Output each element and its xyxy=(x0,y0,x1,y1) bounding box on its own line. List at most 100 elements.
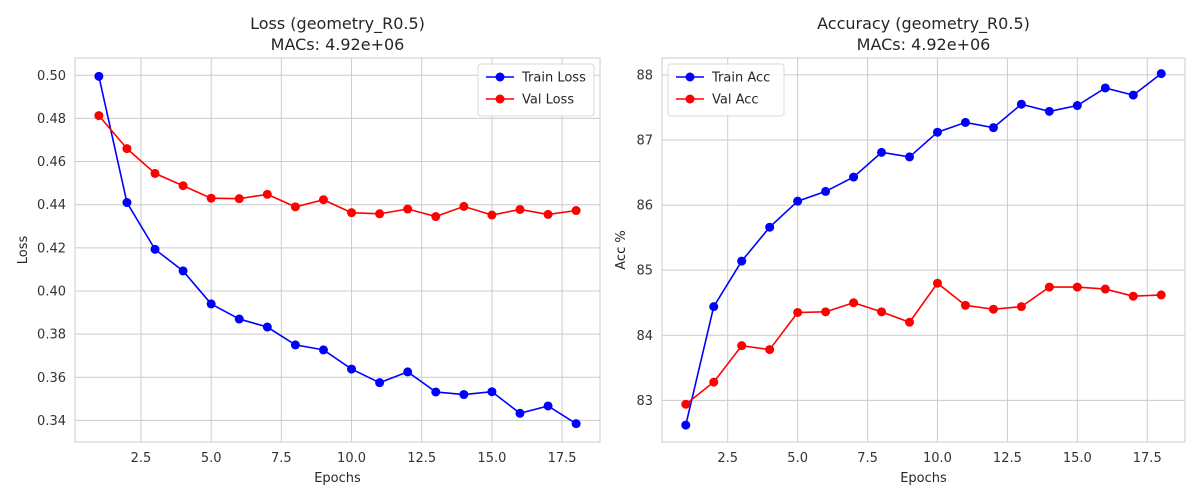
legend-swatch-marker xyxy=(495,94,505,104)
data-point xyxy=(960,300,970,310)
y-axis-label: Acc % xyxy=(614,230,629,269)
chart-title: Accuracy (geometry_R0.5) xyxy=(817,14,1030,34)
legend-label: Train Loss xyxy=(521,71,586,86)
data-point xyxy=(709,302,719,312)
x-axis-label: Epochs xyxy=(314,471,361,486)
series-line xyxy=(98,115,577,218)
data-point xyxy=(1072,282,1082,292)
data-point xyxy=(932,278,942,288)
data-point xyxy=(849,298,859,308)
data-point xyxy=(681,399,691,409)
data-point xyxy=(905,152,915,162)
data-point xyxy=(487,210,497,220)
data-point xyxy=(793,307,803,317)
data-point xyxy=(821,307,831,317)
data-point xyxy=(1128,90,1138,100)
data-point xyxy=(375,378,385,388)
y-tick-label: 0.44 xyxy=(37,198,66,213)
legend-item: Train Loss xyxy=(486,71,586,86)
legend-label: Train Acc xyxy=(711,71,770,86)
data-point xyxy=(1072,101,1082,111)
series-line xyxy=(684,72,1162,426)
data-point xyxy=(403,367,413,377)
chart-subtitle: MACs: 4.92e+06 xyxy=(857,35,991,54)
data-point xyxy=(375,209,385,219)
data-point xyxy=(1044,106,1054,116)
y-tick-label: 0.36 xyxy=(37,371,66,386)
legend-swatch-marker xyxy=(495,72,505,82)
y-tick-label: 0.50 xyxy=(37,69,66,84)
x-tick-label: 10.0 xyxy=(337,451,366,466)
x-axis-label: Epochs xyxy=(900,471,947,486)
data-point xyxy=(932,127,942,137)
chart-panel-0: 2.5 5.0 7.5 10.0 12.5 15.0 17.5 0.34 0.36 0.38 0.4… xyxy=(16,14,601,486)
data-point xyxy=(150,168,160,178)
series-0 xyxy=(681,69,1166,430)
x-tick-label: 12.5 xyxy=(993,451,1022,466)
data-point xyxy=(988,304,998,314)
data-point xyxy=(1016,302,1026,312)
x-tick-label: 12.5 xyxy=(407,451,436,466)
x-tick-label: 2.5 xyxy=(131,451,152,466)
chart-subtitle: MACs: 4.92e+06 xyxy=(271,35,405,54)
legend-item: Val Acc xyxy=(676,93,759,108)
series-0 xyxy=(94,71,581,429)
data-point xyxy=(94,111,104,121)
data-point xyxy=(765,345,775,355)
data-point xyxy=(150,244,160,254)
data-point xyxy=(290,202,300,212)
data-point xyxy=(737,256,747,266)
series-1 xyxy=(94,111,581,222)
legend-swatch-marker xyxy=(685,72,695,82)
plot-area xyxy=(662,58,1185,442)
data-point xyxy=(122,144,132,154)
data-point xyxy=(178,266,188,276)
legend-swatch-marker xyxy=(685,94,695,104)
chart-panel-1: 2.5 5.0 7.5 10.0 12.5 15.0 17.5 83 84 85 86 87 88 Epo… xyxy=(614,14,1186,486)
y-tick-label: 86 xyxy=(636,199,653,214)
plot-frame xyxy=(661,57,1186,443)
data-point xyxy=(515,408,525,418)
legend-label: Val Loss xyxy=(522,93,574,108)
series-line xyxy=(685,282,1162,405)
y-tick-label: 0.40 xyxy=(37,284,66,299)
data-point xyxy=(431,212,441,222)
y-tick-label: 87 xyxy=(636,134,653,149)
y-tick-label: 88 xyxy=(636,68,653,83)
data-point xyxy=(347,208,357,218)
data-point xyxy=(877,147,887,157)
data-point xyxy=(262,322,272,332)
data-point xyxy=(1156,69,1166,79)
data-point xyxy=(793,196,803,206)
data-point xyxy=(262,189,272,199)
y-tick-label: 83 xyxy=(636,394,653,409)
y-tick-label: 0.48 xyxy=(37,112,66,127)
data-point xyxy=(737,341,747,351)
y-tick-label: 84 xyxy=(636,329,653,344)
data-point xyxy=(821,186,831,196)
plot-frame xyxy=(74,57,601,443)
data-point xyxy=(709,377,719,387)
data-point xyxy=(1128,291,1138,301)
legend-item: Train Acc xyxy=(676,71,770,86)
data-point xyxy=(487,387,497,397)
data-point xyxy=(571,206,581,216)
x-tick-label: 2.5 xyxy=(717,451,738,466)
y-tick-label: 85 xyxy=(636,264,653,279)
data-point xyxy=(988,123,998,133)
legend-item: Val Loss xyxy=(486,93,574,108)
series-line xyxy=(98,76,577,425)
data-point xyxy=(459,201,469,211)
x-tick-label: 17.5 xyxy=(548,451,577,466)
data-point xyxy=(765,222,775,232)
y-tick-label: 0.38 xyxy=(37,328,66,343)
data-point xyxy=(681,420,691,430)
series-1 xyxy=(681,278,1166,409)
data-point xyxy=(1044,282,1054,292)
data-point xyxy=(290,340,300,350)
x-tick-label: 7.5 xyxy=(271,451,292,466)
data-point xyxy=(403,204,413,214)
data-point xyxy=(431,387,441,397)
data-point xyxy=(960,117,970,127)
data-point xyxy=(849,172,859,182)
